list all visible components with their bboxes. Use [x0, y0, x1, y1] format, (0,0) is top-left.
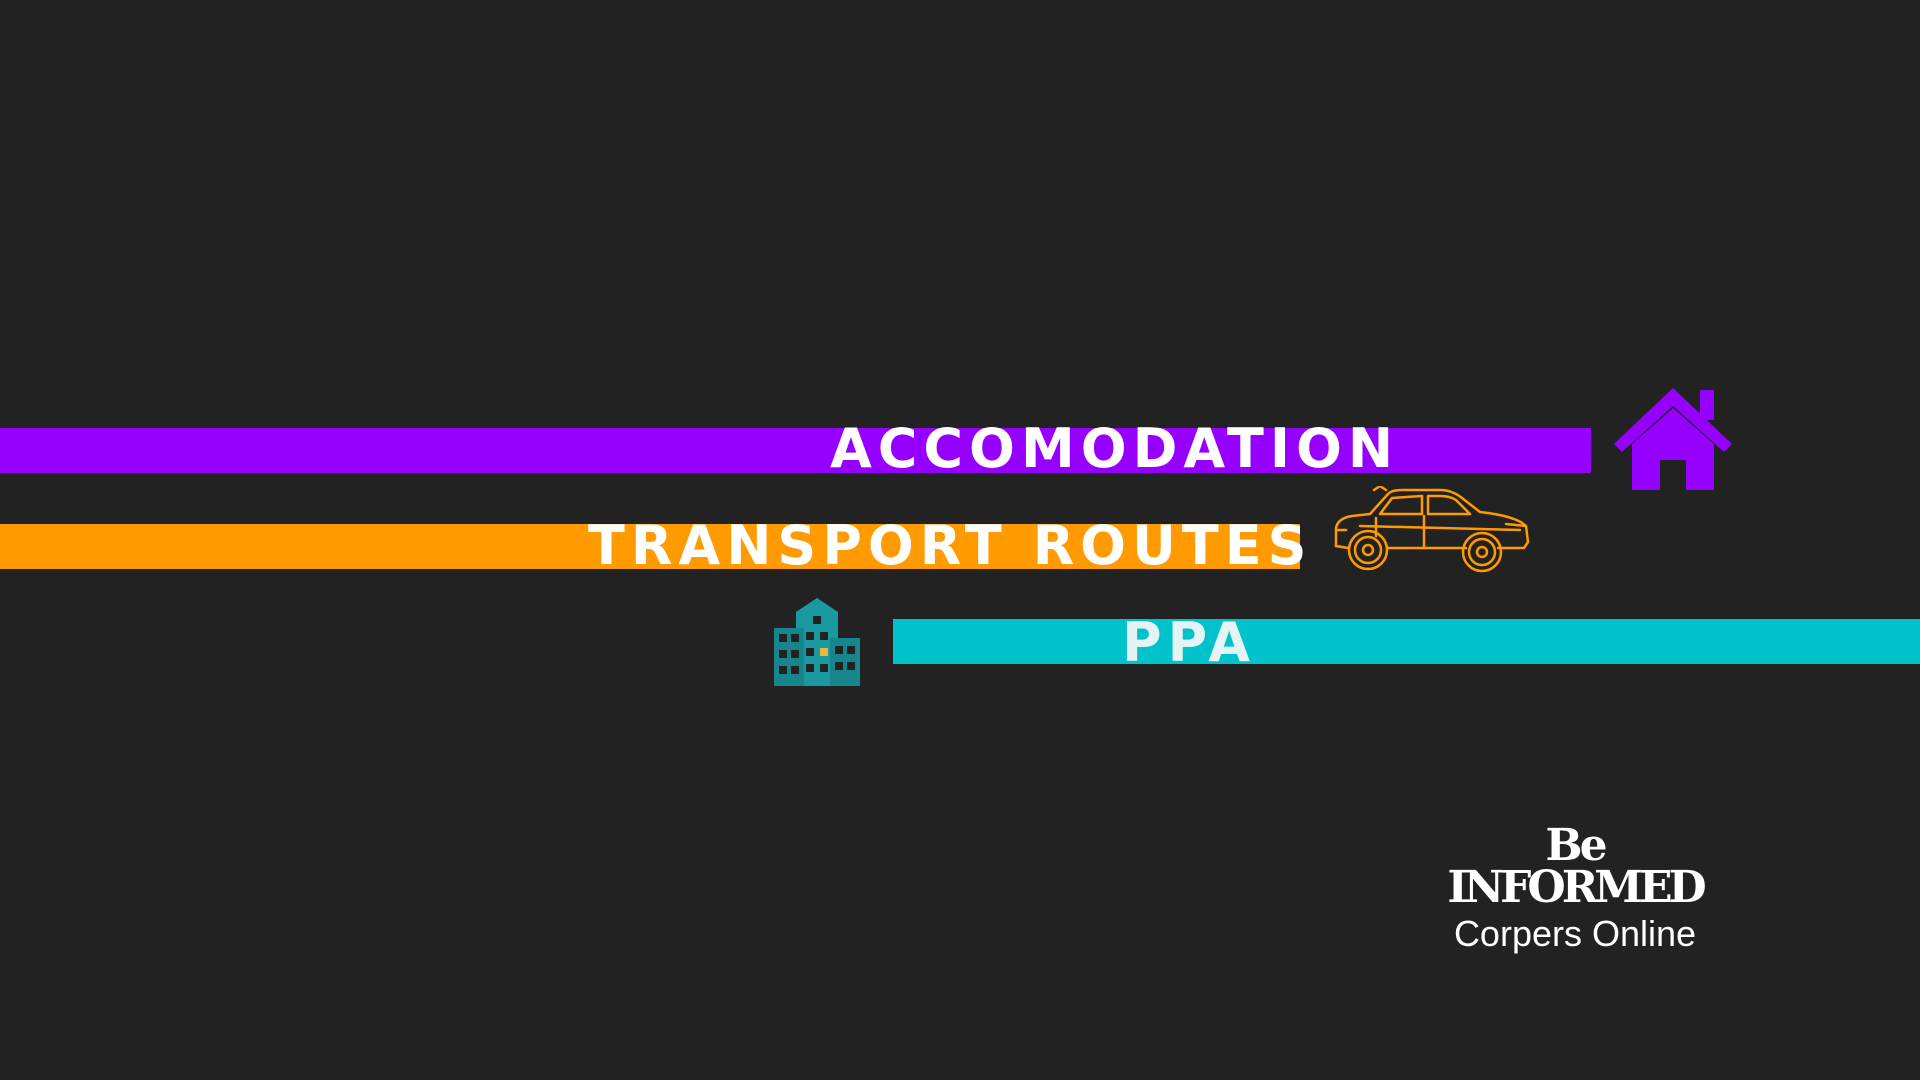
- ppa-bar: [893, 619, 1920, 664]
- house-icon: [1614, 388, 1732, 490]
- transport-bar: [0, 524, 1300, 569]
- brand-be: Be: [1545, 820, 1607, 871]
- transport-routes-label: TRANSPORT ROUTES: [588, 514, 1313, 577]
- accommodation-label: ACCOMODATION: [830, 417, 1400, 480]
- brand-tagline: Corpers Online: [1453, 913, 1697, 954]
- brand-block: Be INFORMED Corpers Online: [1400, 824, 1750, 954]
- accommodation-bar: [0, 428, 1591, 473]
- building-icon: [774, 598, 860, 686]
- brand-informed: INFORMED: [1447, 862, 1706, 913]
- car-icon: [1334, 486, 1530, 573]
- ppa-label: PPA: [1122, 611, 1256, 674]
